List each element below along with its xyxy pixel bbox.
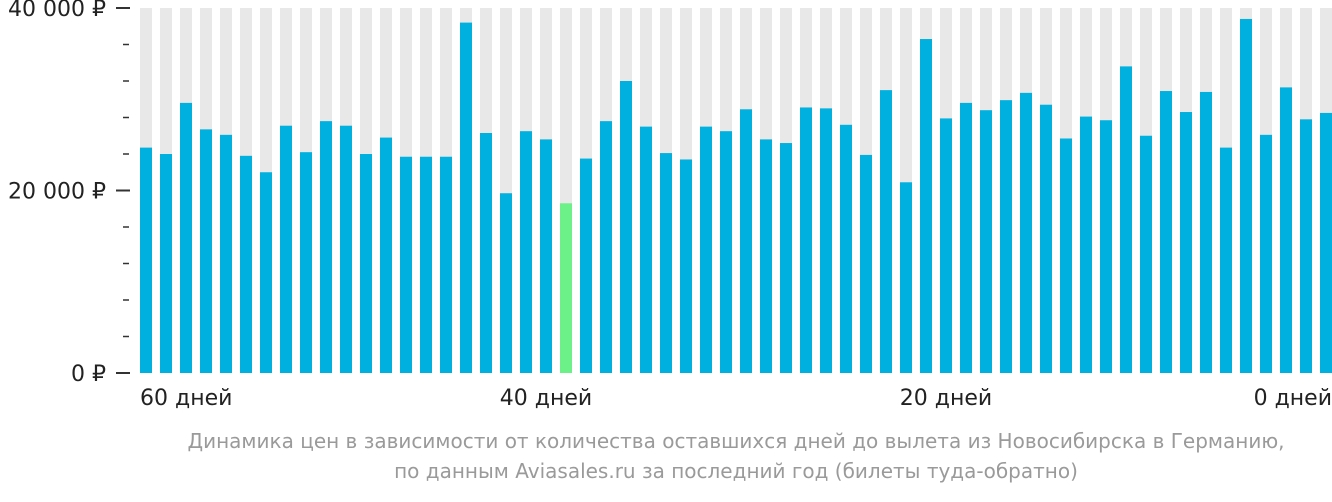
bar <box>600 121 612 374</box>
bar <box>1140 135 1152 373</box>
bar <box>760 139 772 373</box>
bar <box>360 154 372 373</box>
bar <box>620 81 632 373</box>
bar <box>300 152 312 373</box>
bar <box>840 124 852 373</box>
bar <box>1160 91 1172 373</box>
x-tick-label: 60 дней <box>140 386 232 411</box>
bar <box>240 155 252 373</box>
bar <box>340 125 352 374</box>
bar <box>420 156 432 373</box>
bar <box>140 147 152 373</box>
bar <box>220 134 232 373</box>
bar <box>660 153 672 373</box>
bar <box>280 125 292 374</box>
bar <box>960 102 972 374</box>
bar <box>1260 134 1272 373</box>
bar <box>1040 104 1052 373</box>
bar <box>1240 18 1252 373</box>
bar <box>980 110 992 373</box>
bar <box>380 137 392 373</box>
bar <box>740 109 752 373</box>
bar <box>500 193 512 373</box>
bar <box>940 118 952 373</box>
bar <box>1280 87 1292 373</box>
bar <box>680 159 692 373</box>
bar <box>880 90 892 373</box>
bar <box>480 133 492 373</box>
bar <box>400 156 412 373</box>
bar <box>160 154 172 373</box>
bar <box>200 129 212 373</box>
bar <box>640 126 652 373</box>
bar <box>540 139 552 373</box>
bar <box>900 182 912 373</box>
bar <box>1100 120 1112 373</box>
bar <box>520 131 532 373</box>
bar <box>1300 119 1312 373</box>
bar <box>1080 116 1092 374</box>
bar <box>320 121 332 374</box>
y-tick-label: 40 000 ₽ <box>8 0 106 22</box>
x-tick-label: 40 дней <box>500 386 592 411</box>
bar <box>720 131 732 373</box>
bar <box>1200 91 1212 373</box>
bar <box>460 22 472 373</box>
x-tick-label: 0 дней <box>1254 386 1332 411</box>
bar <box>1180 112 1192 374</box>
y-tick-label: 20 000 ₽ <box>8 180 106 205</box>
bar <box>1020 92 1032 374</box>
bar <box>860 154 872 373</box>
bar <box>1120 66 1132 374</box>
chart-caption-line-1: Динамика цен в зависимости от количества… <box>187 429 1285 453</box>
bar <box>780 143 792 373</box>
chart-caption-line-2: по данным Aviasales.ru за последний год … <box>394 459 1078 483</box>
x-tick-label: 20 дней <box>900 386 992 411</box>
bar <box>1220 147 1232 373</box>
bar <box>440 156 452 373</box>
y-tick-label: 0 ₽ <box>71 362 106 387</box>
bar <box>800 107 812 374</box>
bar <box>700 126 712 373</box>
bar <box>920 39 932 374</box>
bar <box>1060 138 1072 373</box>
bar <box>180 102 192 374</box>
bar <box>560 203 572 373</box>
bar <box>1320 112 1332 373</box>
bar <box>820 108 832 373</box>
bar <box>580 158 592 373</box>
bar <box>260 172 272 373</box>
bar <box>1000 100 1012 373</box>
